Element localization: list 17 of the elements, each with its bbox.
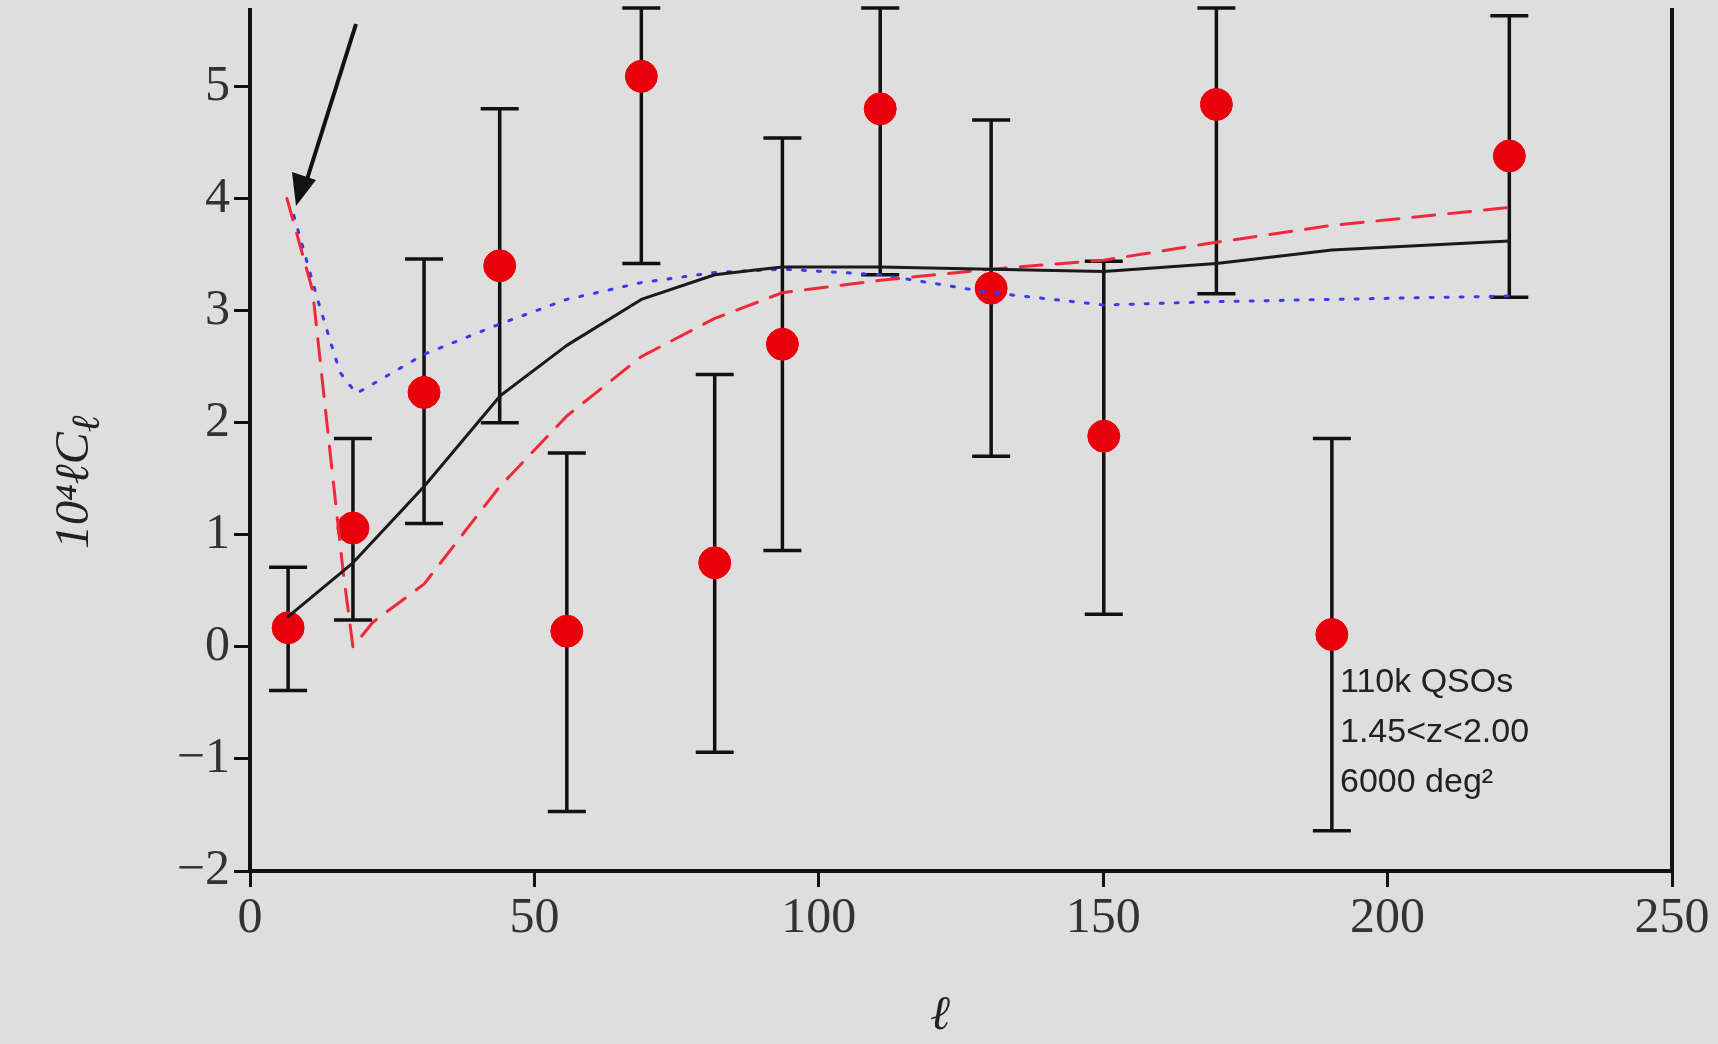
y-tick-label: 0 (205, 614, 230, 671)
y-tick-label: 3 (205, 278, 230, 335)
x-tick-label: 250 (1634, 887, 1710, 944)
y-tick-label: −2 (176, 839, 230, 896)
x-tick-label: 50 (509, 887, 560, 944)
y-tick-label: 1 (205, 502, 230, 559)
y-tick-label: −1 (176, 727, 230, 784)
y-tick-label: 5 (205, 54, 230, 111)
y-tick-label: 4 (205, 166, 230, 223)
y-tick-label: 2 (205, 390, 230, 447)
x-tick-label: 200 (1350, 887, 1426, 944)
annotation: 1.45<z<2.00 (1340, 710, 1530, 751)
x-tick-label: 100 (781, 887, 857, 944)
annotation: 6000 deg² (1340, 760, 1495, 801)
annotation: 110k QSOs (1340, 660, 1515, 701)
x-axis-title: ℓ (930, 985, 950, 1040)
x-tick-label: 150 (1065, 887, 1141, 944)
